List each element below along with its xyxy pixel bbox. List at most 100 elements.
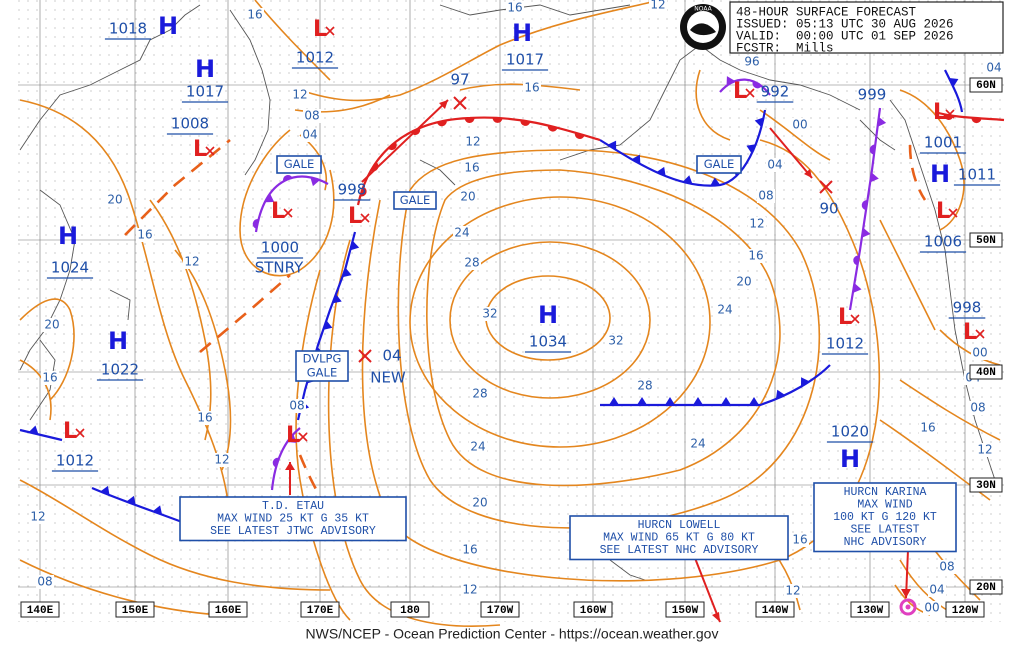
pressure-value: 998 — [338, 181, 367, 199]
isobar-label-bg — [766, 158, 784, 172]
pressure-value: 1017 — [186, 83, 224, 101]
isobar-label: 12 — [977, 443, 992, 457]
front-triangle — [877, 116, 887, 127]
isobar-label: 16 — [464, 161, 479, 175]
isobar-label: 12 — [785, 584, 800, 598]
low-symbol: L — [733, 79, 747, 104]
front-semicircle — [282, 174, 293, 182]
front-semicircle — [388, 141, 397, 151]
front-triangle — [152, 505, 163, 515]
low-symbol: L — [933, 100, 947, 125]
isobar-label-bg — [971, 346, 989, 360]
pressure-value: 998 — [953, 299, 982, 317]
warning-label: DVLPG — [303, 352, 342, 366]
isobar-label-bg — [735, 275, 753, 289]
front-triangle — [754, 117, 764, 128]
front-line — [719, 78, 771, 96]
longitude-label: 180 — [400, 605, 420, 617]
warning-box — [393, 191, 437, 210]
low-symbol: L — [936, 199, 950, 224]
pressure-value: 1017 — [506, 51, 544, 69]
latitude-box — [969, 477, 1003, 493]
latitude-label: 40N — [976, 367, 996, 379]
header-forecaster: FCSTR: Mills — [736, 41, 834, 55]
isobar-label: 16 — [137, 228, 152, 242]
new-low-pressure: 04 — [382, 347, 401, 365]
front-semicircle — [272, 457, 280, 468]
advisory-line: MAX WIND 65 KT G 80 KT — [603, 532, 755, 545]
low-symbol: L — [838, 305, 852, 330]
longitude-label: 170E — [307, 605, 334, 617]
front-line — [600, 364, 831, 407]
isobar-label: 24 — [470, 440, 485, 454]
longitude-box — [115, 601, 155, 618]
front-semicircle — [869, 144, 876, 155]
isobar-label: 08 — [37, 575, 52, 589]
pressure-value: 1012 — [296, 49, 334, 67]
isobar-label: 16 — [507, 1, 522, 15]
front-semicircle — [853, 255, 860, 266]
isobar-label: 04 — [767, 158, 782, 172]
latitude-box — [969, 579, 1003, 595]
isobar-label: 08 — [289, 399, 304, 413]
isobar-label-bg — [246, 8, 264, 22]
latitude-box — [969, 232, 1003, 248]
front-triangle — [861, 227, 871, 238]
front-semicircle — [574, 132, 585, 139]
low-symbol: L — [286, 423, 300, 448]
isobar-label-bg — [938, 560, 956, 574]
front-triangle — [870, 172, 879, 183]
front-triangle — [749, 397, 759, 405]
isobar-label: 20 — [736, 275, 751, 289]
high-symbol: H — [930, 160, 950, 188]
front-semicircle — [492, 117, 503, 123]
isobar-label: 28 — [472, 387, 487, 401]
isobar-label-bg — [303, 109, 321, 123]
longitude-box — [573, 601, 613, 618]
isobar-label-bg — [459, 190, 477, 204]
low-cross — [298, 432, 308, 442]
isobar-label-bg — [791, 118, 809, 132]
low-cross — [745, 88, 755, 98]
front-triangle — [693, 397, 703, 405]
low-symbol: L — [313, 17, 327, 42]
isobar-label-bg — [301, 128, 319, 142]
front-triangle — [852, 283, 862, 293]
longitude-box — [850, 601, 890, 618]
pressure-value: 1011 — [958, 166, 996, 184]
front-semicircle — [547, 125, 558, 132]
isobar-label-bg — [506, 1, 524, 15]
isobar-label-bg — [463, 256, 481, 270]
isobar-label: 04 — [986, 61, 1001, 75]
isobar-label-bg — [471, 496, 489, 510]
isobar-label: 04 — [302, 128, 317, 142]
isobar-label: 12 — [462, 583, 477, 597]
longitude-label: 130W — [857, 605, 884, 617]
front-triangle — [609, 397, 619, 405]
front-triangle — [721, 397, 731, 405]
footer: NWS/NCEP - Ocean Prediction Center - htt… — [306, 626, 719, 642]
new-low-pressure: 90 — [819, 200, 838, 218]
isobar-label: 08 — [758, 189, 773, 203]
pressure-value: 1020 — [831, 423, 869, 441]
pressure-value: 1000 — [261, 239, 299, 257]
advisory-line: SEE LATEST — [850, 524, 919, 537]
pressure-value: 1022 — [101, 361, 139, 379]
front-triangle — [28, 425, 39, 435]
isobar-label-bg — [196, 411, 214, 425]
advisory-box — [179, 496, 407, 542]
longitude-box — [20, 601, 60, 618]
isobar-label-bg — [43, 318, 61, 332]
isobar-label: 04 — [929, 583, 944, 597]
front-triangle — [949, 78, 959, 88]
longitude-label: 170W — [487, 605, 514, 617]
front-triangle — [801, 377, 810, 387]
new-low-cross — [453, 96, 467, 110]
isobar-label-bg — [743, 55, 761, 69]
isobar-label-bg — [29, 510, 47, 524]
isobar-label-bg — [689, 437, 707, 451]
warning-label: GALE — [400, 193, 430, 207]
front-triangle — [726, 76, 736, 86]
